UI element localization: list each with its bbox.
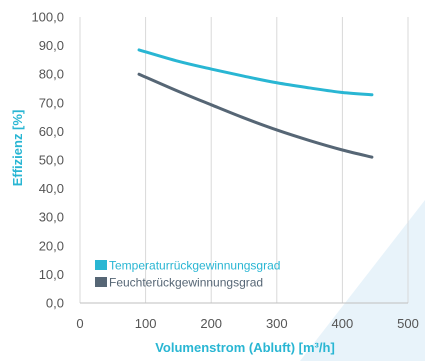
- y-tick-labels: 0,0 10,0 20,0 30,0 40,0 50,0 60,0 70,0 80,0 90,0 1…: [31, 10, 64, 311]
- x-tick-label-4: 400: [332, 316, 354, 331]
- legend-swatch-temperature: [95, 260, 107, 270]
- legend-label-humidity: Feuchterückgewinnungsgrad: [109, 276, 263, 290]
- y-tick-label-9: 90,0: [39, 38, 64, 53]
- x-tick-labels: 0 100 200 300 400 500: [76, 316, 418, 331]
- x-axis-title: Volumenstrom (Abluft) [m³/h]: [155, 340, 335, 355]
- legend-label-temperature: Temperaturrückgewinnungsgrad: [109, 259, 280, 273]
- y-tick-label-1: 10,0: [39, 267, 64, 282]
- x-tick-label-5: 500: [397, 316, 419, 331]
- x-tick-label-3: 300: [266, 316, 288, 331]
- x-tick-label-2: 200: [200, 316, 222, 331]
- y-tick-label-5: 50,0: [39, 153, 64, 168]
- series-line-1: [137, 72, 374, 159]
- x-tick-label-1: 100: [135, 316, 157, 331]
- series-group: [137, 48, 374, 159]
- y-tick-label-8: 80,0: [39, 67, 64, 82]
- y-tick-label-7: 70,0: [39, 95, 64, 110]
- y-tick-label-3: 30,0: [39, 210, 64, 225]
- y-tick-label-4: 40,0: [39, 181, 64, 196]
- x-tick-label-0: 0: [76, 316, 83, 331]
- y-tick-label-0: 0,0: [46, 296, 64, 311]
- legend: Temperaturrückgewinnungsgrad Feuchterück…: [95, 259, 280, 290]
- y-tick-label-6: 60,0: [39, 124, 64, 139]
- grid: [79, 17, 409, 303]
- y-axis-title: Effizienz [%]: [10, 110, 25, 187]
- legend-swatch-humidity: [95, 277, 107, 287]
- y-tick-label-10: 100,0: [31, 10, 64, 25]
- decorative-corner-shape: [300, 200, 425, 361]
- series-line-0: [137, 48, 374, 97]
- y-tick-label-2: 20,0: [39, 238, 64, 253]
